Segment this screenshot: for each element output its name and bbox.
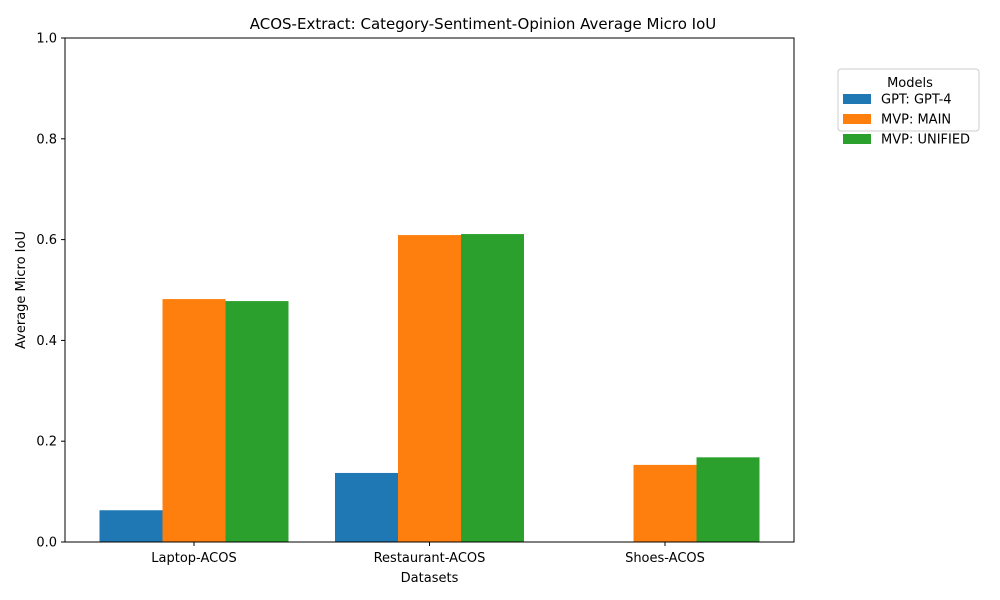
bar-laptop-acos-2 xyxy=(162,299,226,542)
legend-entry: MVP: UNIFIED xyxy=(881,133,970,148)
bars-layer xyxy=(99,234,760,542)
y-axis-label: Average Micro IoU xyxy=(14,231,29,349)
bar-shoes-acos-3 xyxy=(696,457,760,542)
bar-restaurant-acos-1 xyxy=(335,472,398,542)
x-tick-label: Laptop-ACOS xyxy=(151,551,236,566)
bar-restaurant-acos-3 xyxy=(461,234,524,542)
legend-title: Models xyxy=(887,76,933,91)
legend-swatch xyxy=(843,134,871,144)
y-axis: 0.0 0.2 0.4 0.6 0.8 1.0 xyxy=(36,32,65,551)
x-tick-label: Restaurant-ACOS xyxy=(374,551,486,566)
y-tick-label: 0.4 xyxy=(36,334,57,349)
x-axis: Laptop-ACOS Restaurant-ACOS Shoes-ACOS xyxy=(151,542,705,566)
legend-entry: GPT: GPT-4 xyxy=(881,93,952,108)
legend: Models GPT: GPT-4 MVP: MAIN MVP: UNIFIED xyxy=(837,68,980,148)
y-tick-label: 1.0 xyxy=(36,32,57,47)
legend-frame xyxy=(837,68,980,132)
bar-restaurant-acos-2 xyxy=(398,235,461,542)
y-tick-label: 0.0 xyxy=(36,536,57,551)
x-tick-label: Shoes-ACOS xyxy=(625,551,705,566)
bar-laptop-acos-1 xyxy=(99,510,163,542)
y-tick-label: 0.6 xyxy=(36,233,57,248)
legend-swatch xyxy=(843,114,871,124)
y-tick-label: 0.2 xyxy=(36,435,57,450)
x-axis-label: Datasets xyxy=(401,571,459,586)
legend-swatch xyxy=(843,94,871,104)
chart-title: ACOS-Extract: Category-Sentiment-Opinion… xyxy=(250,15,717,33)
bar-laptop-acos-3 xyxy=(225,301,289,542)
plot-frame xyxy=(64,37,795,543)
y-tick-label: 0.8 xyxy=(36,132,57,147)
legend-entry: MVP: MAIN xyxy=(881,113,951,128)
bar-shoes-acos-2 xyxy=(633,464,697,542)
